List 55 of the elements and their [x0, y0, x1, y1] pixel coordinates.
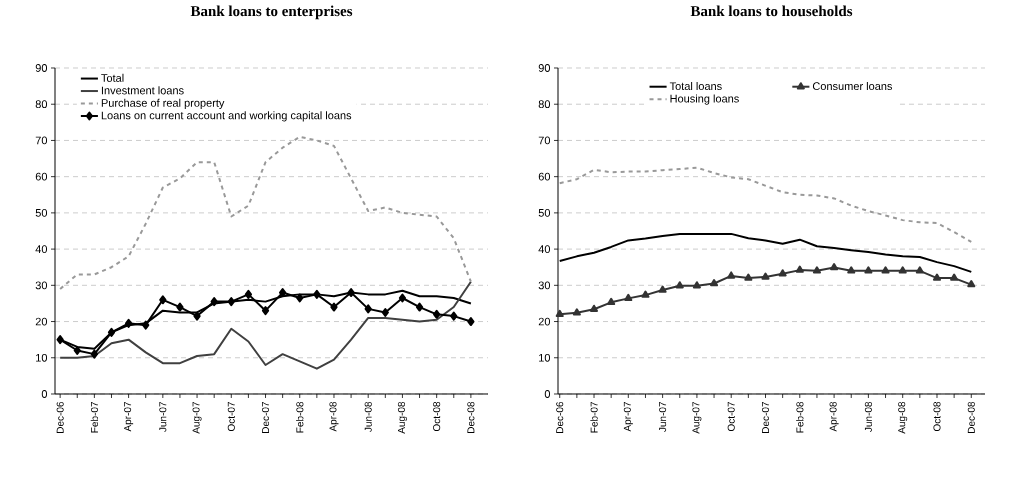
x-tick-label: Oct-08 — [433, 401, 441, 432]
x-tick-label: Jun-07 — [159, 402, 167, 432]
x-tick-label: Jun-08 — [364, 401, 372, 432]
x-tick-label: Aug-08 — [898, 401, 908, 434]
legend-label: Housing loans — [670, 94, 739, 105]
x-tick-label: Feb-08 — [796, 401, 804, 433]
y-tick-label: 50 — [538, 209, 551, 217]
legend-label: Total loans — [669, 81, 722, 91]
x-tick-label: Aug-08 — [397, 401, 407, 434]
x-tick-label: Apr-07 — [623, 402, 633, 432]
chart-title: Bank loans to enterprises — [190, 5, 353, 20]
x-tick-label: Oct-07 — [227, 402, 235, 432]
x-tick-label: Apr-07 — [124, 402, 134, 432]
y-tick-label: 40 — [35, 245, 48, 253]
x-tick-label: Aug-07 — [192, 402, 202, 434]
y-tick-label: 60 — [35, 172, 48, 181]
x-tick-label: Oct-08 — [933, 401, 941, 432]
legend-label: Consumer loans — [812, 81, 893, 91]
y-tick-label: 0 — [544, 390, 551, 398]
y-tick-label: 90 — [538, 64, 551, 72]
x-tick-label: Oct-07 — [727, 402, 735, 432]
chart-title: Bank loans to households — [690, 5, 853, 17]
x-tick-label: Feb-07 — [90, 402, 99, 433]
y-tick-label: 80 — [35, 100, 48, 109]
x-tick-label: Dec-07 — [261, 402, 270, 433]
x-tick-label: Dec-07 — [761, 402, 770, 433]
x-tick-label: Dec-08 — [467, 401, 475, 433]
y-tick-label: 10 — [36, 353, 48, 362]
y-tick-label: 70 — [35, 136, 48, 145]
legend-label: Loans on current account and working capital loans — [101, 111, 352, 122]
x-tick-label: Feb-07 — [590, 402, 598, 433]
y-tick-label: 40 — [538, 245, 551, 253]
x-tick-label: Jun-07 — [659, 402, 667, 432]
x-tick-label: Feb-08 — [296, 401, 304, 433]
x-tick-label: Apr-08 — [329, 401, 339, 432]
y-tick-label: 80 — [538, 100, 551, 109]
y-tick-label: 70 — [538, 136, 551, 145]
x-tick-label: Dec-06 — [56, 401, 64, 433]
y-tick-label: 50 — [35, 209, 48, 217]
y-tick-label: 60 — [538, 172, 551, 181]
y-tick-label: 0 — [41, 390, 48, 398]
legend-label: Investment loans — [101, 86, 184, 95]
y-tick-label: 90 — [35, 64, 48, 72]
y-tick-label: 30 — [538, 281, 551, 290]
y-tick-label: 20 — [538, 317, 551, 326]
x-tick-label: Aug-07 — [692, 402, 702, 434]
x-tick-label: Dec-06 — [556, 401, 564, 433]
x-tick-label: Apr-08 — [829, 401, 839, 432]
x-tick-label: Jun-08 — [864, 401, 872, 432]
y-tick-label: 10 — [539, 353, 551, 362]
legend-label: Total — [101, 73, 124, 82]
legend-label: Purchase of real property — [101, 98, 225, 110]
y-tick-label: 20 — [35, 317, 48, 326]
y-tick-label: 30 — [35, 281, 48, 290]
x-tick-label: Dec-08 — [967, 401, 975, 433]
